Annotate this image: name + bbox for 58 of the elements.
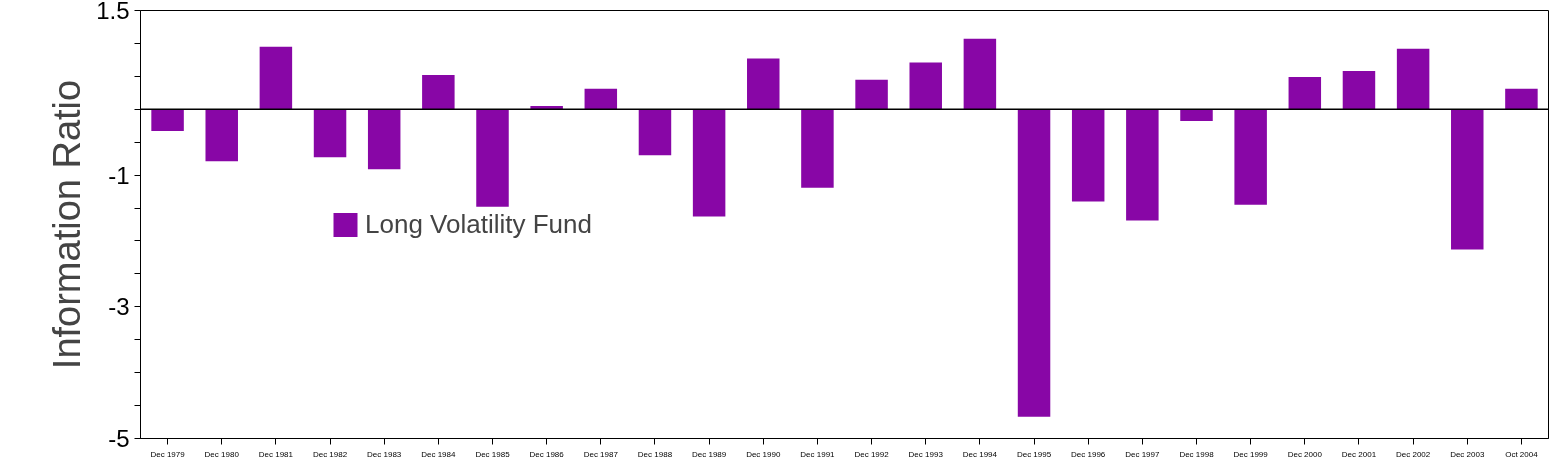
bar [205, 109, 238, 162]
bar [367, 109, 401, 170]
bar [638, 109, 672, 156]
bar [259, 46, 293, 110]
bar [1396, 48, 1430, 110]
bar [1180, 109, 1213, 122]
bar [1234, 109, 1267, 205]
bar [747, 58, 780, 110]
x-tick-label: Dec 1997 [1125, 449, 1161, 459]
bar [1451, 109, 1484, 250]
x-tick-label: Dec 1989 [691, 449, 727, 459]
x-tick-label: Dec 1985 [475, 449, 511, 459]
bar [855, 79, 888, 110]
x-tick-label: Dec 2003 [1450, 449, 1485, 459]
x-tick-label: Dec 1991 [800, 449, 836, 459]
bar [801, 109, 834, 188]
x-tick-label: Dec 2001 [1341, 449, 1377, 459]
bar [692, 109, 726, 217]
bar [1071, 109, 1105, 202]
x-tick-label: Dec 1987 [583, 449, 619, 459]
x-tick-label: Dec 2002 [1395, 449, 1431, 459]
bar [530, 105, 563, 110]
bar [1505, 88, 1538, 110]
y-axis-title: Information Ratio [46, 79, 89, 370]
legend-label: Long Volatility Fund [365, 208, 592, 240]
x-tick-label: Dec 1979 [150, 449, 186, 459]
bar [1288, 77, 1322, 110]
y-tick-label: -1 [108, 161, 130, 189]
bar [1342, 71, 1376, 110]
x-tick-label: Dec 1986 [529, 449, 565, 459]
bar [584, 88, 618, 110]
x-tick-label: Dec 1994 [962, 449, 998, 459]
x-tick-label: Oct 2004 [1505, 449, 1539, 459]
x-tick-label: Dec 1984 [421, 449, 457, 459]
x-tick-label: Dec 1999 [1233, 449, 1269, 459]
bar [476, 109, 509, 207]
x-tick-label: Dec 1998 [1179, 449, 1215, 459]
y-tick-label: 1.5 [96, 0, 130, 24]
x-tick-label: Dec 1990 [746, 449, 781, 459]
bar [422, 75, 455, 110]
x-tick-label: Dec 1983 [367, 449, 402, 459]
bar [1126, 109, 1159, 221]
x-tick-label: Dec 1981 [258, 449, 294, 459]
x-tick-label: Dec 1996 [1071, 449, 1106, 459]
x-tick-label: Dec 1982 [312, 449, 348, 459]
x-tick-label: Dec 1992 [854, 449, 890, 459]
x-tick-label: Dec 1988 [637, 449, 673, 459]
x-tick-label: Dec 1995 [1016, 449, 1052, 459]
bar [909, 62, 942, 110]
bar [313, 109, 347, 158]
bar [1017, 109, 1051, 417]
bar [151, 109, 184, 131]
bar [963, 38, 997, 110]
y-tick-label: -5 [108, 425, 130, 452]
y-tick-label: -3 [108, 293, 130, 321]
x-tick-label: Dec 1993 [908, 449, 944, 459]
x-tick-label: Dec 1980 [204, 449, 240, 459]
x-tick-label: Dec 2000 [1287, 449, 1323, 459]
